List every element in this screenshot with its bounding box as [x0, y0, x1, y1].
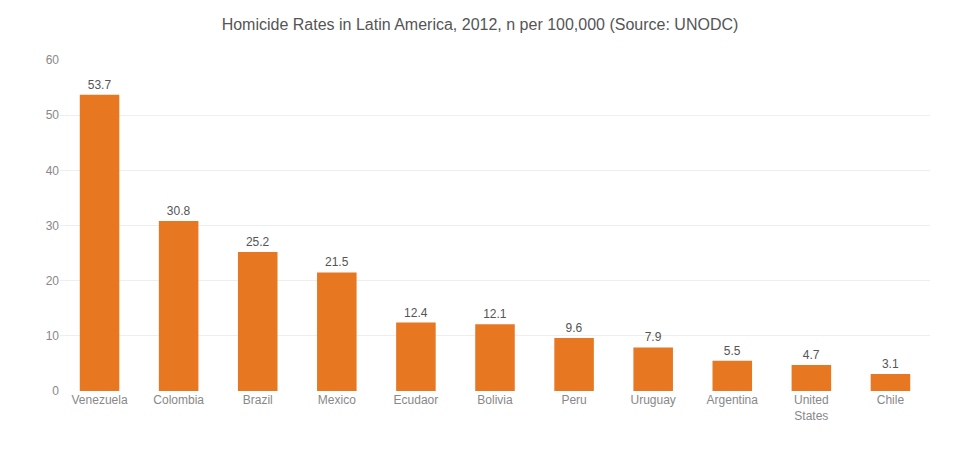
svg-text:5.5: 5.5 — [724, 344, 741, 358]
svg-text:60: 60 — [46, 53, 60, 67]
svg-text:0: 0 — [52, 384, 59, 398]
svg-text:Colombia: Colombia — [153, 393, 204, 407]
svg-text:Argentina: Argentina — [707, 393, 759, 407]
svg-text:UnitedStates: UnitedStates — [794, 393, 829, 423]
svg-text:30.8: 30.8 — [167, 204, 191, 218]
svg-text:Uruguay: Uruguay — [631, 393, 676, 407]
svg-text:40: 40 — [46, 164, 60, 178]
svg-text:3.1: 3.1 — [882, 357, 899, 371]
svg-text:53.7: 53.7 — [88, 78, 112, 92]
svg-text:Brazil: Brazil — [243, 393, 273, 407]
svg-text:30: 30 — [46, 219, 60, 233]
svg-text:Ecudaor: Ecudaor — [394, 393, 439, 407]
svg-text:Venezuela: Venezuela — [72, 393, 128, 407]
svg-text:25.2: 25.2 — [246, 235, 270, 249]
svg-text:Bolivia: Bolivia — [477, 393, 513, 407]
svg-text:Mexico: Mexico — [318, 393, 356, 407]
svg-text:7.9: 7.9 — [645, 330, 662, 344]
svg-text:4.7: 4.7 — [803, 348, 820, 362]
svg-text:10: 10 — [46, 329, 60, 343]
svg-text:21.5: 21.5 — [325, 255, 349, 269]
svg-text:Peru: Peru — [561, 393, 586, 407]
svg-text:12.1: 12.1 — [483, 307, 507, 321]
svg-text:20: 20 — [46, 274, 60, 288]
svg-text:Homicide Rates in Latin Americ: Homicide Rates in Latin America, 2012, n… — [222, 16, 739, 33]
svg-text:Chile: Chile — [877, 393, 905, 407]
svg-text:9.6: 9.6 — [566, 321, 583, 335]
svg-text:50: 50 — [46, 108, 60, 122]
svg-text:12.4: 12.4 — [404, 306, 428, 320]
